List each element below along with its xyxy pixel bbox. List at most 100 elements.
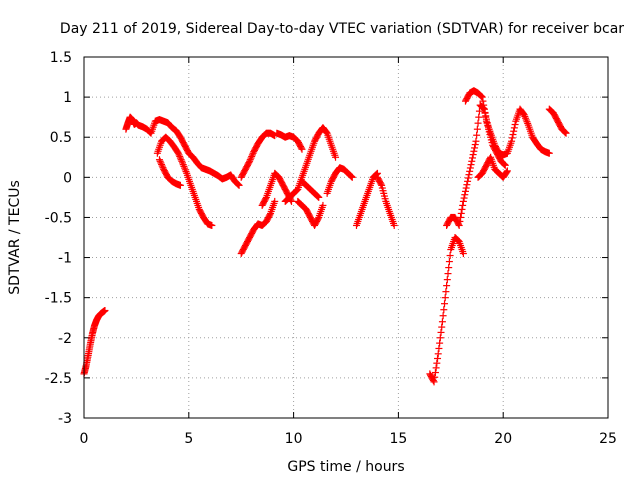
series-sat-a	[80, 307, 109, 378]
data-point	[480, 101, 488, 109]
data-point	[434, 355, 442, 363]
y-tick-label: -1	[58, 251, 72, 267]
data-point	[461, 191, 469, 199]
data-point	[377, 180, 385, 188]
data-point	[159, 164, 167, 172]
data-point	[466, 164, 474, 172]
data-point	[439, 312, 447, 320]
data-point	[438, 323, 446, 331]
y-tick-label: -2	[58, 331, 72, 347]
series-sat-e	[237, 129, 279, 181]
data-point	[443, 282, 451, 290]
data-point	[246, 157, 254, 165]
data-point	[390, 221, 398, 229]
y-axis-label: SDTVAR / TECUs	[7, 180, 23, 295]
series-sat-i	[281, 124, 340, 205]
y-tick-label: 0.5	[50, 130, 72, 146]
data-point	[471, 141, 479, 149]
data-point	[457, 213, 465, 221]
data-point	[457, 209, 465, 217]
data-point	[509, 131, 517, 139]
data-point	[473, 131, 481, 139]
data-point	[347, 172, 355, 180]
data-point	[248, 151, 256, 159]
data-point	[298, 145, 306, 153]
x-tick-label: 5	[184, 431, 193, 447]
data-point	[501, 161, 509, 169]
data-point	[464, 174, 472, 182]
data-point	[373, 170, 381, 178]
data-point	[472, 137, 480, 145]
axes: -3 -2.5 -2 -1.5 -1 -0.5 0 0.5 1 1.5 0 5 10 15 20 25	[45, 50, 617, 447]
x-tick-label: 10	[285, 431, 303, 447]
data-point	[435, 344, 443, 352]
x-axis-label: GPS time / hours	[287, 459, 404, 475]
data-point	[433, 359, 441, 367]
data-point	[314, 193, 322, 201]
data-point	[437, 328, 445, 336]
data-point	[175, 151, 183, 159]
data-point	[482, 113, 490, 121]
data-point	[431, 373, 439, 381]
data-point	[176, 181, 184, 189]
data-point	[442, 288, 450, 296]
data-point	[319, 201, 327, 209]
series-sat-r	[474, 153, 511, 181]
data-point	[459, 250, 467, 258]
series-sat-b	[122, 113, 243, 189]
data-point	[178, 157, 186, 165]
data-point	[459, 201, 467, 209]
data-point	[470, 147, 478, 155]
x-tick-label: 20	[494, 431, 512, 447]
data-point	[479, 97, 487, 105]
data-point	[459, 197, 467, 205]
data-point	[562, 129, 570, 137]
data-point	[315, 193, 323, 201]
series-sat-m	[352, 169, 381, 229]
data-point	[441, 294, 449, 302]
y-tick-label: -3	[58, 411, 72, 427]
y-tick-label: 1	[63, 90, 72, 106]
data-point	[176, 154, 184, 162]
series-sat-l	[323, 164, 356, 197]
data-point	[266, 211, 274, 219]
data-point	[430, 378, 438, 386]
data-point	[503, 167, 511, 175]
series-sat-n	[373, 173, 398, 229]
y-tick-label: 0	[63, 170, 72, 186]
data-point	[477, 92, 485, 100]
data-point	[464, 177, 472, 185]
data-point	[348, 173, 356, 181]
data-point	[446, 252, 454, 260]
x-tick-label: 15	[389, 431, 407, 447]
data-point	[468, 154, 476, 162]
data-point	[429, 377, 437, 385]
data-point	[156, 157, 164, 165]
data-point	[245, 159, 253, 167]
data-point	[510, 127, 518, 135]
data-point	[313, 192, 321, 200]
data-point	[158, 162, 166, 170]
data-point	[561, 129, 569, 137]
data-point	[155, 156, 163, 164]
y-tick-label: -2.5	[45, 371, 72, 387]
data-point	[480, 105, 488, 113]
data-point	[500, 160, 508, 168]
data-point	[511, 121, 519, 129]
x-tick-label: 0	[80, 431, 89, 447]
data-point	[473, 125, 481, 133]
data-point	[478, 93, 486, 101]
chart-title: Day 211 of 2019, Sidereal Day-to-day VTE…	[60, 21, 624, 37]
data-point	[440, 306, 448, 314]
data-point	[481, 109, 489, 117]
plot-frame	[83, 56, 609, 419]
series-sat-q	[461, 87, 553, 159]
data-point	[462, 184, 470, 192]
data-point	[508, 134, 516, 142]
data-point	[332, 153, 340, 161]
data-point	[561, 128, 569, 136]
data-point	[468, 157, 476, 165]
data-point	[249, 149, 257, 157]
data-point	[432, 364, 440, 372]
data-point	[297, 144, 305, 152]
